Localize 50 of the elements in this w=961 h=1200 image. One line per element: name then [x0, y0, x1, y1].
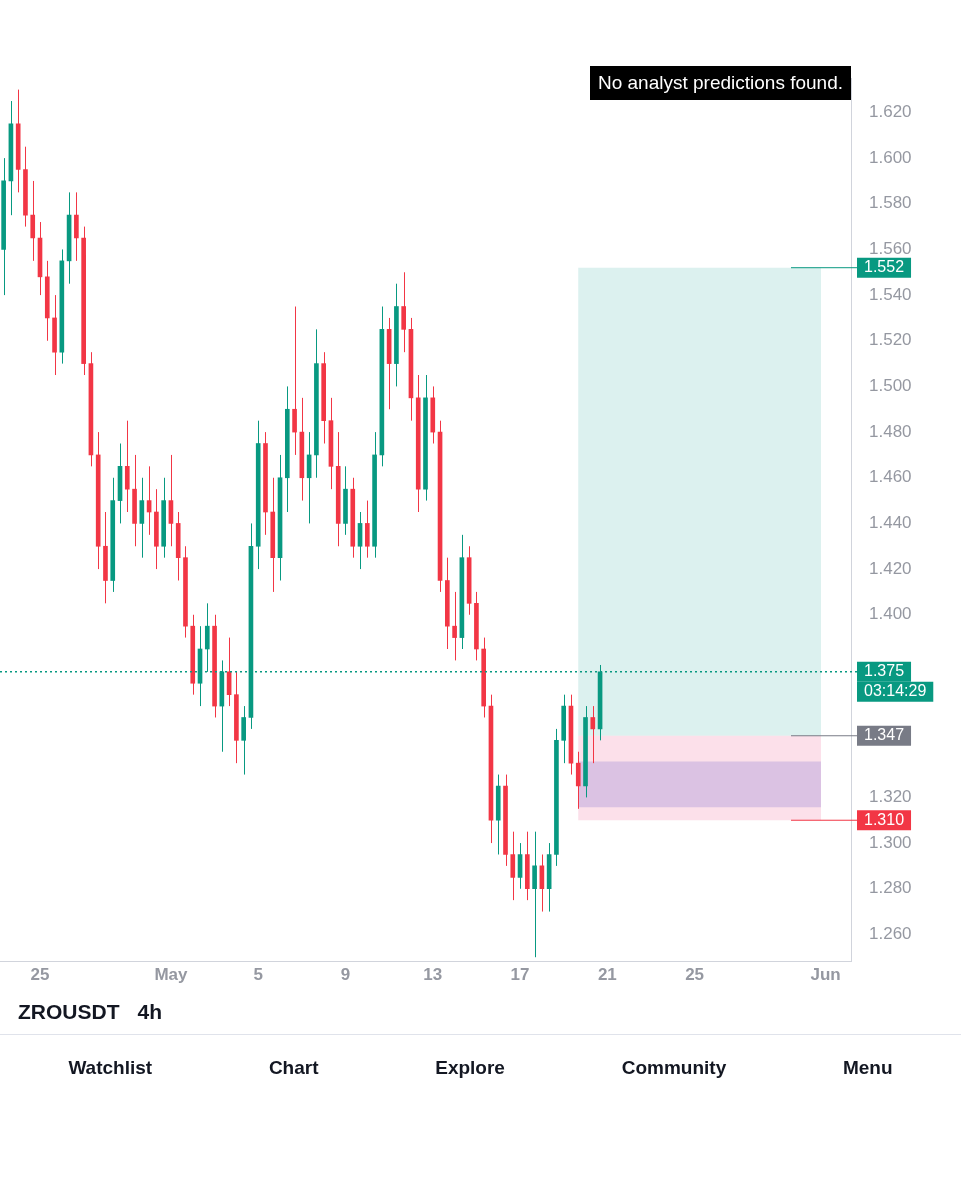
text: Explore	[435, 1057, 505, 1079]
candlestick	[575, 751, 581, 810]
y-tick-label: 1.400	[869, 604, 912, 624]
text: 03:14:29	[864, 682, 927, 700]
ref-line-label: 1.310	[864, 810, 905, 828]
y-tick-label: 1.320	[869, 787, 912, 807]
y-tick-label: 1.560	[869, 239, 912, 259]
x-tick-label: 5	[253, 964, 263, 984]
x-tick-label: 25	[685, 964, 705, 984]
y-tick-label: 1.580	[869, 193, 912, 213]
candlestick	[401, 271, 407, 353]
y-tick-label: 1.500	[869, 376, 912, 396]
text: Menu	[842, 1057, 893, 1079]
x-tick-label: Jun	[810, 964, 841, 984]
candlestick	[74, 191, 79, 262]
y-tick-label: 1.620	[869, 102, 912, 122]
ref-line-label: 1.375	[864, 662, 905, 680]
candlestick	[532, 831, 537, 958]
ref-line-label: 1.347	[864, 726, 905, 744]
y-tick-label: 1.600	[869, 147, 912, 167]
y-tick-label: 1.520	[869, 330, 912, 350]
y-tick-label: 1.440	[869, 513, 912, 533]
candlestick	[452, 591, 457, 661]
x-tick-label: 9	[340, 964, 351, 984]
candlestick	[364, 500, 370, 559]
candlestick	[30, 180, 36, 262]
candlestick	[241, 705, 246, 776]
ref-line-label: 1.552	[864, 258, 905, 276]
y-tick-label: 1.540	[869, 284, 912, 304]
y-tick-label: 1.300	[869, 832, 912, 852]
text: Watchlist	[68, 1057, 153, 1079]
candlestick	[292, 306, 297, 456]
y-tick-label: 1.280	[869, 878, 912, 898]
x-tick-label: May	[154, 964, 188, 984]
text: Community	[621, 1057, 727, 1079]
x-tick-label: 17	[510, 964, 530, 984]
y-tick-label: 1.460	[869, 467, 912, 487]
annotation: No analyst predictions found.	[589, 66, 851, 100]
y-tick-label: 1.260	[869, 924, 912, 944]
candlestick	[590, 705, 596, 764]
text: ZROUSDT	[18, 1000, 120, 1024]
y-tick-label: 1.420	[869, 558, 912, 578]
text: 4h	[137, 1000, 163, 1024]
text: Chart	[268, 1057, 319, 1079]
candlestick	[510, 831, 516, 901]
x-tick-label: 21	[597, 964, 617, 984]
x-tick-label: 13	[423, 964, 443, 984]
candlestick	[124, 420, 130, 513]
y-tick-label: 1.480	[869, 421, 912, 441]
x-tick-label: 25	[30, 964, 50, 984]
